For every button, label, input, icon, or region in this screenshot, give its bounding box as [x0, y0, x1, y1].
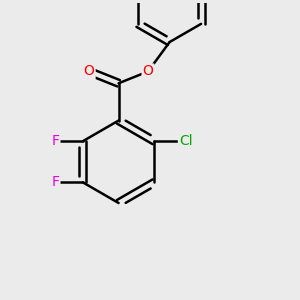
Text: F: F — [51, 134, 59, 148]
Text: O: O — [84, 64, 94, 79]
Text: F: F — [51, 176, 59, 189]
Text: Cl: Cl — [179, 134, 193, 148]
Text: O: O — [142, 64, 154, 79]
